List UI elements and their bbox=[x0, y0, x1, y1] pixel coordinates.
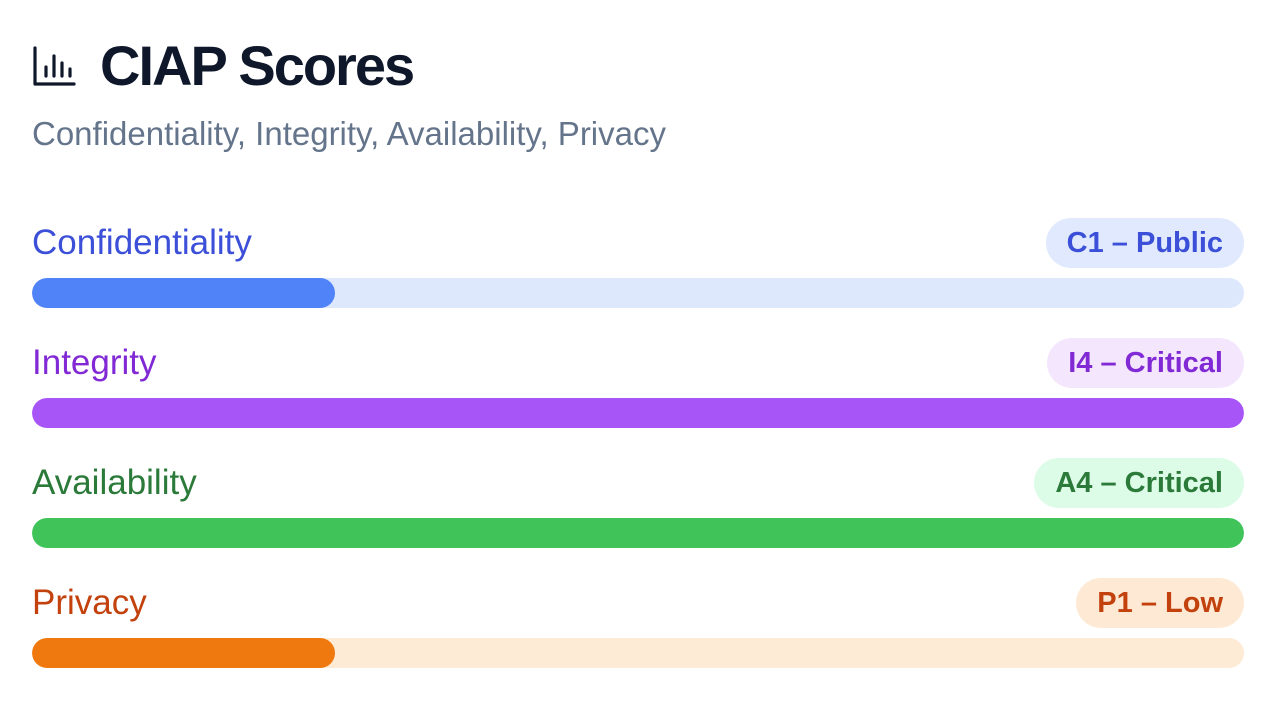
score-row-availability: Availability A4 – Critical bbox=[32, 458, 1244, 548]
score-track bbox=[32, 638, 1244, 668]
score-fill bbox=[32, 518, 1244, 548]
score-label: Privacy bbox=[32, 583, 147, 622]
score-track bbox=[32, 518, 1244, 548]
score-fill bbox=[32, 398, 1244, 428]
score-label: Integrity bbox=[32, 343, 157, 382]
page-subtitle: Confidentiality, Integrity, Availability… bbox=[32, 115, 666, 152]
score-fill bbox=[32, 638, 335, 668]
page-header: CIAP Scores bbox=[32, 34, 415, 98]
score-label: Availability bbox=[32, 463, 197, 502]
score-track bbox=[32, 398, 1244, 428]
score-fill bbox=[32, 278, 335, 308]
page-title: CIAP Scores bbox=[100, 34, 415, 97]
score-row-confidentiality: Confidentiality C1 – Public bbox=[32, 218, 1244, 308]
score-row-integrity: Integrity I4 – Critical bbox=[32, 338, 1244, 428]
score-badge: A4 – Critical bbox=[1034, 458, 1244, 508]
bar-chart-icon bbox=[32, 43, 78, 89]
score-badge: C1 – Public bbox=[1045, 218, 1244, 268]
score-label: Confidentiality bbox=[32, 223, 252, 262]
score-track bbox=[32, 278, 1244, 308]
score-badge: P1 – Low bbox=[1076, 578, 1244, 628]
score-row-privacy: Privacy P1 – Low bbox=[32, 578, 1244, 668]
score-badge: I4 – Critical bbox=[1047, 338, 1244, 388]
